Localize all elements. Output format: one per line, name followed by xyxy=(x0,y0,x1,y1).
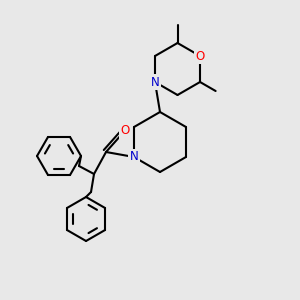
Text: O: O xyxy=(195,50,205,62)
Text: N: N xyxy=(151,76,159,88)
Text: O: O xyxy=(120,124,130,137)
Text: N: N xyxy=(130,151,138,164)
